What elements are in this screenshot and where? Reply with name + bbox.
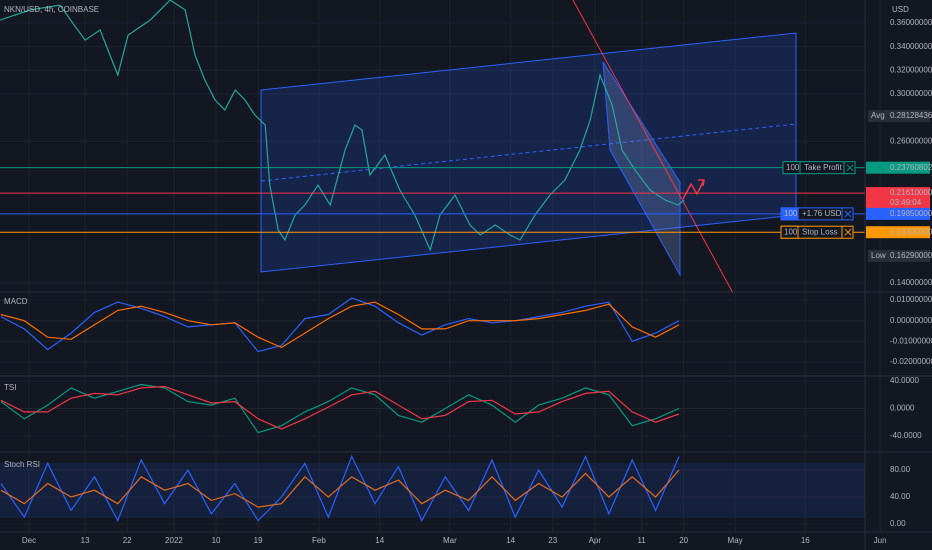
series-line	[0, 469, 680, 508]
y-tick-label: 40.0000	[890, 376, 919, 385]
axis-timer: 03:49:04	[890, 198, 922, 207]
axis-value: 0.21610000	[890, 188, 932, 197]
axis-value-tag	[866, 187, 930, 200]
axis-value-tag	[888, 249, 930, 262]
y-tick-label: 0.26000000	[890, 136, 932, 145]
x-tick-label: 11	[637, 536, 646, 545]
order-qty: 100	[786, 163, 800, 172]
plot-layer	[0, 0, 865, 523]
axis-value-tag	[866, 226, 930, 239]
order-qty-box	[782, 161, 801, 175]
series-line	[0, 383, 680, 434]
y-tick-label: 0.36000000	[890, 18, 932, 27]
x-tick-label: Dec	[22, 536, 36, 545]
x-tick-label: 16	[801, 536, 810, 545]
axis-value-tag	[866, 161, 930, 174]
pane-title: Stoch RSI	[4, 460, 40, 469]
order-close[interactable]	[846, 164, 854, 172]
axis-name-tag	[868, 249, 888, 262]
channel-mid	[260, 123, 797, 182]
x-tick-label: Feb	[312, 536, 326, 545]
order-name: +1.76 USD	[802, 209, 842, 218]
y-tick-label: 80.00	[890, 465, 911, 474]
x-tick-label: 13	[81, 536, 90, 545]
y-tick-label: 0.34000000	[890, 42, 932, 51]
y-tick-label: 0.01000000	[890, 295, 932, 304]
stoch-band	[0, 463, 865, 518]
x-tick-label: 20	[679, 536, 688, 545]
series-line	[0, 0, 685, 252]
x-tick-label: Apr	[589, 536, 602, 545]
x-tick-label: Jun	[874, 536, 887, 545]
y-tick-label: -0.01000000	[890, 336, 932, 345]
y-tick-label: 0.00	[890, 519, 906, 528]
order-qty-box	[780, 207, 799, 221]
y-tick-label: 0.14000000	[890, 278, 932, 287]
trend-line	[572, 0, 734, 294]
flag	[602, 61, 681, 277]
axis-value-tag	[866, 207, 930, 220]
symbol-title: NKN/USD, 4h, COINBASE	[4, 5, 99, 14]
x-tick-label: 14	[375, 536, 384, 545]
axis-value: 0.19850000	[890, 209, 932, 218]
order-qty-box	[780, 225, 799, 239]
series-line	[0, 385, 680, 430]
axis-value-tag	[888, 110, 930, 123]
axis-name: Avg	[871, 111, 885, 120]
grid-layer	[0, 0, 881, 532]
order-name: Stop Loss	[802, 227, 838, 236]
axis-unit: USD	[892, 5, 909, 14]
x-tick-label: 14	[506, 536, 515, 545]
series-line	[0, 297, 680, 353]
order-qty: 100	[784, 209, 798, 218]
axis-value: 0.16290000	[890, 251, 932, 260]
x-tick-label: Mar	[443, 536, 457, 545]
pane-title: TSI	[4, 383, 16, 392]
arrow-head	[698, 179, 705, 187]
order-close[interactable]	[844, 210, 852, 218]
y-tick-label: 0.0000	[890, 404, 915, 413]
x-tick-label: 10	[212, 536, 221, 545]
y-tick-label: 40.00	[890, 492, 911, 501]
axis-timer-tag	[866, 198, 930, 209]
order-qty: 100	[784, 227, 798, 236]
y-tick-label: 0.30000000	[890, 89, 932, 98]
x-tick-label: 19	[254, 536, 263, 545]
y-tick-label: -40.0000	[890, 431, 922, 440]
y-tick-label: -0.02000000	[890, 357, 932, 366]
x-tick-label: May	[728, 536, 743, 545]
axis-value: 0.23760802	[890, 163, 932, 172]
order-close[interactable]	[844, 228, 852, 236]
arrow	[682, 179, 705, 200]
x-tick-label: 22	[123, 536, 132, 545]
pane-title: MACD	[4, 297, 28, 306]
x-tick-label: 2022	[165, 536, 183, 545]
y-tick-label: 0.32000000	[890, 65, 932, 74]
axis-value: 0.28128436	[890, 111, 932, 120]
x-tick-label: 23	[548, 536, 557, 545]
order-name: Take Profit	[804, 163, 843, 172]
series-line	[0, 301, 680, 349]
axis-value: 0.18300000	[890, 227, 932, 236]
axis-name-tag	[868, 110, 888, 123]
y-tick-label: 0.00000000	[890, 316, 932, 325]
axis-name: Low	[871, 251, 886, 260]
